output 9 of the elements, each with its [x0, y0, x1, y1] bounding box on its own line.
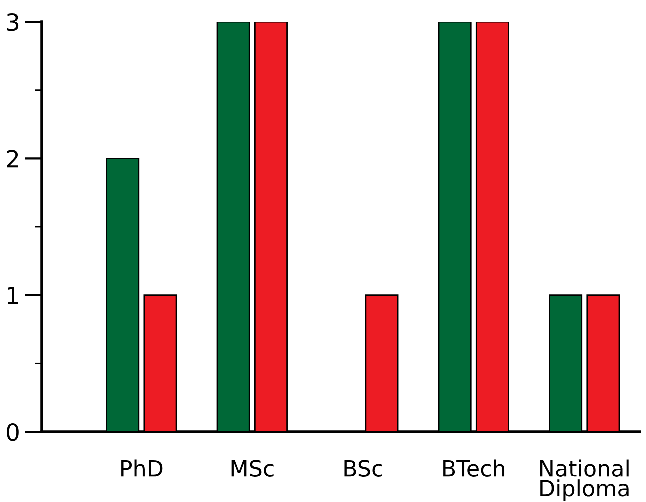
- y-tick-label: 1: [8, 287, 18, 304]
- x-tick-label: BSc: [344, 460, 382, 477]
- x-tick-label: BTech: [444, 460, 505, 477]
- x-tick-label: National Diploma: [540, 460, 629, 502]
- y-tick-label: 3: [7, 13, 19, 32]
- y-tick-label: 2: [7, 150, 18, 168]
- x-tick-label: PhD: [122, 460, 163, 477]
- x-tick-label: MSc: [232, 460, 274, 477]
- y-tick-label: 0: [7, 423, 19, 442]
